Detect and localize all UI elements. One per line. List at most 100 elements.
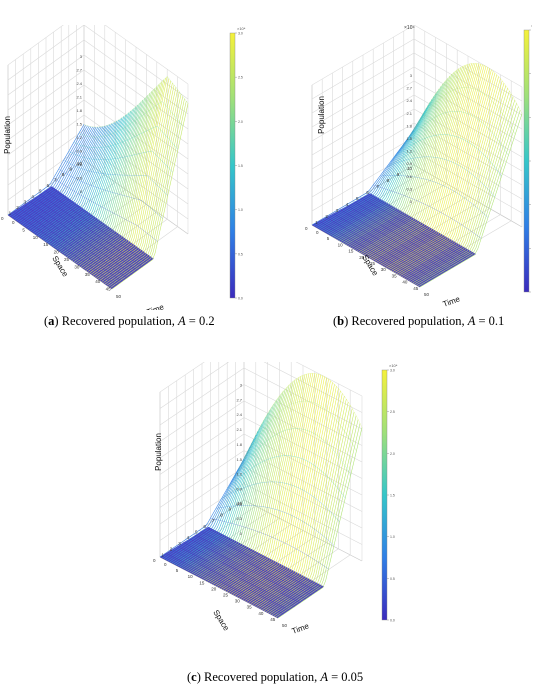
space-tick-label: 10 xyxy=(237,501,243,506)
surface-line xyxy=(59,106,137,253)
space-tick-label: 8 xyxy=(387,178,390,183)
surface-line xyxy=(362,65,465,255)
surface-line xyxy=(84,82,161,270)
surface-line xyxy=(320,113,424,231)
surface-line xyxy=(53,177,158,242)
colorbar-tick-label: 3.0 xyxy=(238,32,243,36)
surface-line xyxy=(23,126,100,227)
surface-line xyxy=(405,88,508,279)
surface-line xyxy=(344,79,447,244)
surface-line xyxy=(222,373,308,590)
time-tick-label: 40 xyxy=(258,611,264,616)
space-tick-label: 3 xyxy=(336,208,339,213)
surface-line xyxy=(45,117,123,243)
surface-line xyxy=(389,69,492,270)
surface-line xyxy=(403,85,507,278)
surface-line xyxy=(317,120,420,229)
z-tick-label: 0.3 xyxy=(406,186,412,191)
surface-line xyxy=(273,419,359,617)
space-tick-label: 5 xyxy=(39,189,42,194)
surface-line xyxy=(359,196,468,260)
z-tick-label: 1.2 xyxy=(406,149,412,154)
time-tick-label: 50 xyxy=(424,292,430,297)
surface-line xyxy=(234,374,319,596)
z-tick-label: 0 xyxy=(80,189,83,194)
surface-line xyxy=(335,90,438,239)
surface-line xyxy=(393,134,502,177)
surface-line xyxy=(238,400,357,469)
surface-line xyxy=(407,90,510,281)
surface-line xyxy=(28,200,133,275)
surface-line xyxy=(392,72,496,272)
surface-line xyxy=(193,534,312,596)
surface-line xyxy=(275,423,361,618)
surface-line xyxy=(182,541,301,603)
z-tick-label: 2.1 xyxy=(406,111,412,116)
surface-line xyxy=(351,72,454,248)
colorbar-tick-label: 2.5 xyxy=(390,410,395,414)
surface-line xyxy=(111,103,189,290)
surface-line xyxy=(66,99,144,258)
z-tick-label: 2.1 xyxy=(76,95,82,100)
space-tick-label: 7 xyxy=(212,518,215,523)
surface-line xyxy=(349,74,453,247)
surface-line xyxy=(369,63,472,259)
time-tick-label: 15 xyxy=(199,580,205,585)
surface-line xyxy=(68,150,173,173)
time-tick-label: 40 xyxy=(95,279,101,284)
surface-line xyxy=(339,208,448,272)
surface-line xyxy=(78,88,156,266)
surface-line xyxy=(176,545,295,607)
surface-line xyxy=(38,192,143,268)
space-tick-label: 4 xyxy=(187,535,190,540)
surface-line xyxy=(185,410,270,571)
surface-line xyxy=(248,382,333,604)
caption-value: = 0.05 xyxy=(331,670,364,684)
space-tick-label: 3 xyxy=(178,541,181,546)
surface-line xyxy=(205,384,290,581)
surface-line xyxy=(386,156,495,198)
surface-line xyxy=(33,196,138,271)
colorbar-tick-label: 2.5 xyxy=(238,76,243,80)
surface-line xyxy=(337,88,440,240)
caption-value: = 0.1 xyxy=(478,314,505,328)
surface-line xyxy=(35,123,112,235)
surface-line xyxy=(214,377,300,586)
surface-line xyxy=(325,216,434,280)
colorbar: 0.00.51.01.52.02.53.0×10⁴ xyxy=(381,363,398,623)
space-tick-label: 9 xyxy=(229,507,232,512)
time-tick-label: 35 xyxy=(392,273,398,278)
x-axis-label: Time xyxy=(442,294,462,309)
surface-line xyxy=(409,93,512,282)
surface-line xyxy=(40,120,118,239)
surface-line xyxy=(103,91,180,284)
z-tick-label: 0.6 xyxy=(76,162,82,167)
surface-line xyxy=(75,91,152,264)
surface-line xyxy=(201,388,286,579)
time-tick-label: 25 xyxy=(64,257,70,262)
tick-labels: 0510152025303540455010987654321000.30.60… xyxy=(153,383,288,629)
z-tick-label: 1.8 xyxy=(406,123,412,128)
surface-line xyxy=(48,185,153,260)
colorbar: 0.00.51.01.52.02.53.0×10⁴ xyxy=(523,25,532,293)
surface-line xyxy=(262,398,347,611)
surface-line xyxy=(37,122,114,237)
space-tick-label: 6 xyxy=(203,524,206,529)
surface-line xyxy=(26,126,104,229)
colorbar-tick-label: 0.5 xyxy=(238,252,243,256)
time-tick-label: 5 xyxy=(176,568,179,573)
z-tick-label: 2.1 xyxy=(236,427,242,432)
space-tick-label: 7 xyxy=(376,184,379,189)
surface-line xyxy=(197,393,282,577)
surface-line xyxy=(410,96,514,283)
surface-line xyxy=(14,126,92,221)
surface-line xyxy=(63,103,140,255)
surface-line xyxy=(266,405,351,613)
surface-line xyxy=(322,110,426,232)
surface-line xyxy=(378,64,481,264)
surface-line xyxy=(19,126,97,224)
surface-line xyxy=(165,553,284,615)
surface-line xyxy=(373,184,482,239)
time-tick-label: 0 xyxy=(12,220,15,225)
surface-line xyxy=(193,398,278,575)
